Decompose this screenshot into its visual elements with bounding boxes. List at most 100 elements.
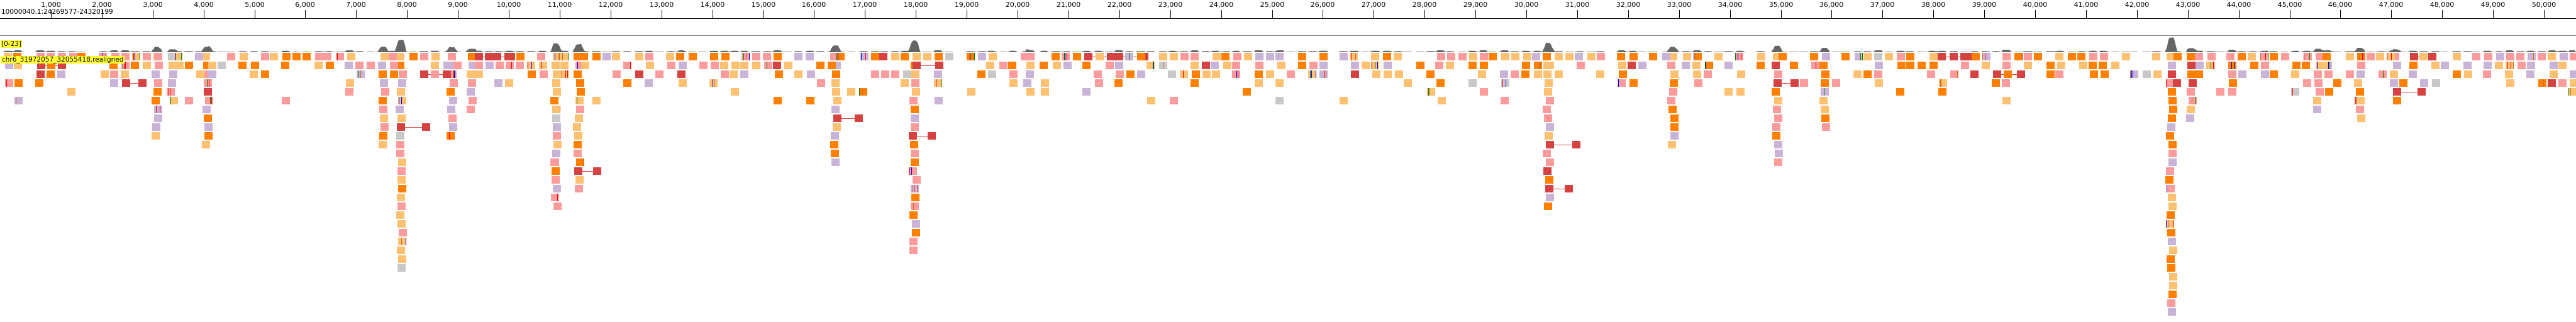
read[interactable]: [913, 53, 921, 60]
read[interactable]: [550, 158, 558, 166]
read[interactable]: [175, 62, 184, 69]
read[interactable]: [1116, 70, 1124, 78]
read[interactable]: [516, 62, 524, 69]
read[interactable]: [2034, 53, 2042, 60]
read[interactable]: [913, 176, 921, 184]
read[interactable]: [153, 88, 162, 96]
read[interactable]: [2261, 62, 2269, 69]
read[interactable]: [1617, 53, 1625, 60]
read[interactable]: [593, 167, 601, 175]
read[interactable]: [552, 150, 560, 157]
read[interactable]: [1821, 106, 1829, 113]
read[interactable]: [2558, 62, 2567, 69]
read[interactable]: [752, 62, 760, 69]
read[interactable]: [326, 62, 334, 69]
read[interactable]: [1023, 79, 1031, 87]
read[interactable]: [399, 229, 407, 236]
read[interactable]: [1546, 97, 1554, 104]
read[interactable]: [431, 70, 439, 78]
read[interactable]: [154, 114, 162, 122]
read[interactable]: [1159, 62, 1167, 69]
read[interactable]: [2187, 106, 2195, 113]
read[interactable]: [282, 53, 291, 60]
read[interactable]: [2483, 70, 2491, 78]
read[interactable]: [645, 53, 653, 60]
read[interactable]: [1211, 62, 1219, 69]
read[interactable]: [1383, 53, 1391, 60]
read[interactable]: [2168, 238, 2176, 245]
read[interactable]: [2168, 88, 2176, 96]
read[interactable]: [57, 70, 65, 78]
read[interactable]: [2496, 53, 2504, 60]
read[interactable]: [204, 114, 212, 122]
read[interactable]: [1693, 70, 1701, 78]
read[interactable]: [1275, 97, 1284, 104]
read[interactable]: [574, 150, 582, 157]
read[interactable]: [2333, 79, 2341, 87]
read[interactable]: [752, 53, 760, 60]
read[interactable]: [574, 141, 582, 148]
read[interactable]: [935, 97, 943, 104]
read[interactable]: [2484, 62, 2492, 69]
read[interactable]: [2228, 70, 2236, 78]
read[interactable]: [398, 97, 406, 104]
read[interactable]: [397, 194, 405, 201]
read[interactable]: [1053, 62, 1061, 69]
read[interactable]: [1772, 88, 1780, 96]
read[interactable]: [910, 141, 918, 148]
read[interactable]: [1480, 62, 1488, 69]
read[interactable]: [1255, 70, 1263, 78]
read[interactable]: [1939, 79, 1947, 87]
read[interactable]: [528, 70, 536, 78]
read[interactable]: [2518, 62, 2526, 69]
read[interactable]: [447, 106, 455, 113]
read[interactable]: [1543, 150, 1551, 157]
read[interactable]: [36, 70, 45, 78]
read[interactable]: [468, 53, 476, 60]
read[interactable]: [475, 62, 483, 69]
read[interactable]: [431, 62, 439, 69]
read[interactable]: [143, 53, 151, 60]
read[interactable]: [2169, 273, 2177, 280]
read[interactable]: [2270, 70, 2278, 78]
read[interactable]: [204, 79, 212, 87]
read[interactable]: [204, 88, 212, 96]
read[interactable]: [1384, 70, 1392, 78]
read[interactable]: [1667, 97, 1675, 104]
read[interactable]: [2055, 70, 2063, 78]
read[interactable]: [2168, 308, 2176, 316]
read[interactable]: [1772, 132, 1780, 140]
read[interactable]: [581, 62, 589, 69]
read[interactable]: [315, 53, 323, 60]
read[interactable]: [1929, 53, 1938, 60]
read[interactable]: [2538, 53, 2546, 60]
read[interactable]: [494, 79, 502, 87]
read[interactable]: [47, 62, 55, 69]
read[interactable]: [2195, 70, 2203, 78]
read[interactable]: [911, 79, 919, 87]
read[interactable]: [1052, 53, 1060, 60]
read[interactable]: [2207, 53, 2216, 60]
read[interactable]: [1351, 70, 1359, 78]
read[interactable]: [2393, 62, 2401, 69]
read[interactable]: [833, 97, 841, 104]
ruler[interactable]: 10000040.1:24269577-24320199 1,000 2,000 3…: [0, 0, 2576, 19]
read[interactable]: [1026, 70, 1034, 78]
read[interactable]: [314, 62, 323, 69]
read[interactable]: [396, 211, 404, 219]
read[interactable]: [731, 62, 740, 69]
read[interactable]: [2168, 150, 2177, 157]
read[interactable]: [357, 70, 365, 78]
read[interactable]: [527, 62, 535, 69]
read[interactable]: [1543, 62, 1552, 69]
read[interactable]: [989, 53, 997, 60]
read[interactable]: [397, 114, 406, 122]
read[interactable]: [1670, 114, 1679, 122]
read[interactable]: [574, 53, 582, 60]
read[interactable]: [152, 132, 160, 140]
read[interactable]: [2167, 264, 2175, 272]
read[interactable]: [154, 79, 162, 87]
read[interactable]: [911, 158, 919, 166]
read[interactable]: [1545, 79, 1553, 87]
read[interactable]: [602, 53, 611, 60]
